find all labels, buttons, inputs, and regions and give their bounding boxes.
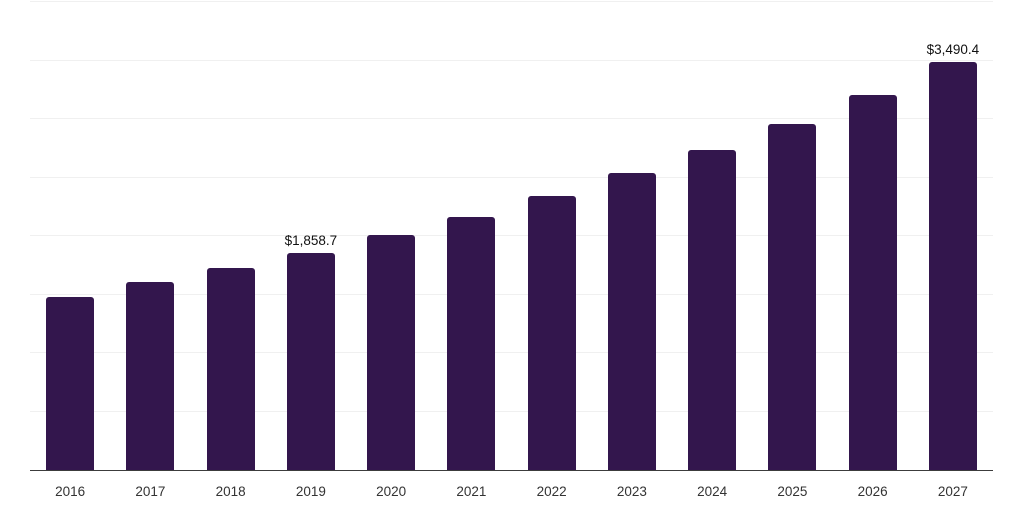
bar-2017 (126, 281, 175, 470)
bar-2027 (928, 61, 977, 470)
x-tick-label: 2025 (777, 484, 808, 499)
x-tick-label: 2027 (937, 484, 968, 499)
gridlines-layer (30, 1, 993, 470)
x-tick-label: 2024 (697, 484, 728, 499)
bar-2019 (286, 252, 335, 470)
bar-value-label: $1,858.7 (284, 232, 338, 248)
y-gridline (30, 410, 993, 412)
annotations-layer: $1,858.7 $3,490.4 (30, 2, 993, 470)
y-gridline (30, 235, 993, 236)
x-tick-label: 2017 (135, 484, 166, 499)
bar-2020 (367, 234, 416, 470)
x-tick-label: 2026 (857, 484, 888, 499)
bar-value-label: $3,490.4 (926, 41, 980, 57)
x-tick-label: 2023 (616, 484, 647, 499)
bar-2021 (447, 216, 496, 470)
bar-2025 (768, 123, 817, 470)
bar-2022 (527, 196, 576, 470)
x-tick-label: 2018 (215, 484, 246, 499)
bar-2023 (607, 173, 656, 470)
x-tick-label: 2022 (536, 484, 567, 499)
bar-2018 (206, 268, 255, 470)
y-gridline (30, 293, 993, 295)
bar-2016 (46, 296, 95, 470)
plot-area: $1,858.7 $3,490.4 (30, 1, 993, 471)
x-tick-label: 2019 (295, 484, 326, 499)
bars-layer (30, 2, 993, 470)
x-axis-labels: 2016 2017 2018 2019 2020 2021 2022 2023 2024 2025… (30, 484, 993, 508)
x-tick-label: 2021 (456, 484, 487, 499)
bar-2024 (688, 150, 737, 470)
y-gridline (30, 352, 993, 353)
bar-2026 (848, 95, 897, 470)
y-gridline (30, 176, 993, 178)
y-gridline (30, 59, 993, 61)
x-tick-label: 2016 (55, 484, 86, 499)
x-tick-label: 2020 (376, 484, 407, 499)
y-gridline (30, 1, 993, 2)
y-gridline (30, 118, 993, 119)
